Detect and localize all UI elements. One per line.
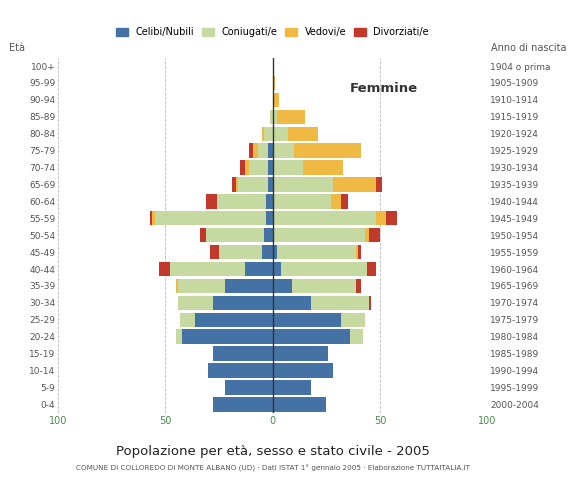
Bar (264, 228, 273, 242)
Text: COMUNE DI COLLOREDO DI MONTE ALBANO (UD) · Dati ISTAT 1° gennaio 2005 · Elaboraz: COMUNE DI COLLOREDO DI MONTE ALBANO (UD)… (75, 464, 470, 471)
Bar (232, 177, 236, 192)
Bar (273, 194, 331, 209)
Bar (273, 380, 311, 395)
Bar (273, 296, 311, 310)
Bar (386, 211, 397, 226)
Bar (331, 194, 341, 209)
Bar (273, 160, 303, 175)
Bar (236, 177, 238, 192)
Bar (176, 279, 178, 293)
Bar (269, 160, 273, 175)
Bar (333, 177, 376, 192)
Bar (294, 144, 361, 158)
Text: Femmine: Femmine (350, 83, 418, 96)
Bar (226, 279, 273, 293)
Bar (219, 245, 262, 259)
Bar (365, 228, 369, 242)
Bar (217, 194, 266, 209)
Bar (253, 144, 258, 158)
Bar (266, 211, 273, 226)
Bar (269, 144, 273, 158)
Bar (206, 194, 217, 209)
Bar (358, 245, 361, 259)
Bar (159, 262, 169, 276)
Bar (245, 160, 249, 175)
Bar (341, 194, 348, 209)
Bar (269, 177, 273, 192)
Bar (356, 245, 358, 259)
Bar (150, 211, 153, 226)
Bar (262, 245, 273, 259)
Text: Anno di nascita: Anno di nascita (491, 43, 567, 53)
Bar (341, 312, 365, 327)
Bar (212, 347, 273, 361)
Bar (241, 160, 245, 175)
Bar (266, 194, 273, 209)
Bar (238, 177, 269, 192)
Legend: Celibi/Nubili, Coniugati/e, Vedovi/e, Divorziati/e: Celibi/Nubili, Coniugati/e, Vedovi/e, Di… (113, 24, 433, 41)
Bar (273, 312, 341, 327)
Bar (273, 93, 279, 107)
Bar (376, 211, 386, 226)
Bar (292, 279, 356, 293)
Bar (369, 296, 371, 310)
Bar (273, 76, 275, 90)
Bar (273, 329, 350, 344)
Bar (249, 144, 253, 158)
Bar (264, 127, 273, 141)
Bar (169, 262, 245, 276)
Bar (178, 296, 212, 310)
Bar (270, 109, 273, 124)
Bar (303, 160, 343, 175)
Bar (273, 127, 288, 141)
Bar (356, 279, 361, 293)
Text: Popolazione per età, sesso e stato civile - 2005: Popolazione per età, sesso e stato civil… (115, 445, 430, 458)
Bar (212, 397, 273, 411)
Bar (206, 228, 264, 242)
Bar (311, 296, 369, 310)
Bar (273, 109, 277, 124)
Bar (273, 144, 294, 158)
Bar (226, 380, 273, 395)
Bar (245, 262, 273, 276)
Bar (180, 312, 195, 327)
Bar (178, 279, 226, 293)
Bar (183, 329, 273, 344)
Bar (273, 347, 328, 361)
Bar (273, 211, 376, 226)
Bar (249, 160, 269, 175)
Bar (258, 144, 269, 158)
Text: Età: Età (9, 43, 24, 53)
Bar (176, 329, 183, 344)
Bar (350, 329, 362, 344)
Bar (367, 262, 376, 276)
Bar (273, 363, 333, 378)
Bar (155, 211, 266, 226)
Bar (200, 228, 206, 242)
Bar (153, 211, 154, 226)
Bar (273, 177, 333, 192)
Bar (369, 228, 380, 242)
Bar (212, 296, 273, 310)
Bar (288, 127, 318, 141)
Bar (273, 228, 365, 242)
Bar (277, 245, 356, 259)
Bar (208, 363, 273, 378)
Bar (281, 262, 367, 276)
Bar (273, 279, 292, 293)
Bar (273, 262, 281, 276)
Bar (376, 177, 382, 192)
Bar (262, 127, 264, 141)
Bar (273, 397, 326, 411)
Bar (273, 245, 277, 259)
Bar (195, 312, 273, 327)
Bar (277, 109, 305, 124)
Bar (211, 245, 219, 259)
